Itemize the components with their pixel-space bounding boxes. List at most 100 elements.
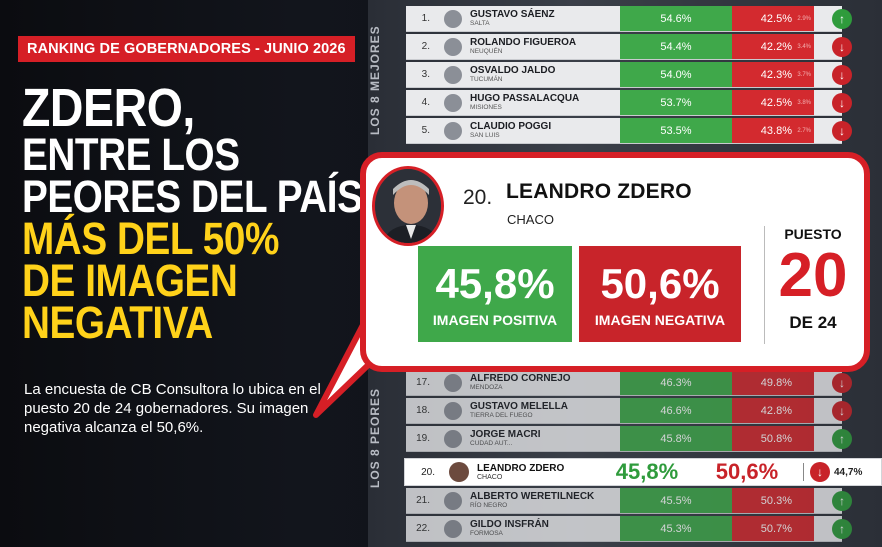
- positive-value: 45,8%: [435, 260, 555, 307]
- row-name-block: GILDO INSFRÁN FORMOSA: [470, 519, 620, 538]
- row-name-block: OSVALDO JALDO TUCUMÁN: [470, 65, 620, 84]
- row-province: SALTA: [470, 20, 490, 27]
- row-negative: 42.8%: [732, 398, 814, 423]
- positive-box: 45,8% IMAGEN POSITIVA: [418, 246, 572, 342]
- arrow-down-icon: ↓: [832, 64, 852, 85]
- table-row: 3. OSVALDO JALDO TUCUMÁN 54.0% 42.3% 3.7% ↓: [406, 62, 852, 88]
- row-name-block: GUSTAVO MELELLA TIERRA DEL FUEGO: [470, 401, 620, 420]
- row-negative-value: 50.7%: [760, 522, 792, 535]
- row-undecided: 3.8%: [797, 99, 811, 106]
- row-rank: 22.: [416, 523, 430, 534]
- row-province: TIERRA DEL FUEGO: [470, 412, 533, 419]
- row-name: GUSTAVO SÁENZ: [470, 9, 555, 20]
- row-negative-value: 42.5%: [760, 12, 792, 25]
- row-positive: 45.3%: [620, 516, 732, 541]
- arrow-down-icon: ↓: [832, 372, 852, 393]
- table-row: 4. HUGO PASSALACQUA MISIONES 53.7% 42.5% 3.8%…: [406, 90, 852, 116]
- row-negative: 49.8%: [732, 370, 814, 395]
- row-name-block: ALBERTO WERETILNECK RÍO NEGRO: [470, 491, 620, 510]
- row-province: MISIONES: [470, 104, 502, 111]
- row-positive: 46.3%: [620, 370, 732, 395]
- highlight-rank: 20.: [421, 466, 435, 478]
- row-name-block: ROLANDO FIGUEROA NEUQUÉN: [470, 37, 620, 56]
- bubble-rank: 20.: [463, 186, 493, 209]
- row-province: NEUQUÉN: [470, 48, 503, 55]
- row-avatar: [444, 9, 462, 28]
- row-positive: 45.5%: [620, 488, 732, 513]
- row-rank: 5.: [421, 125, 430, 136]
- negative-value: 50,6%: [600, 260, 720, 307]
- bubble-name: LEANDRO ZDERO: [506, 180, 692, 203]
- table-row: 21. ALBERTO WERETILNECK RÍO NEGRO 45.5% 50.3…: [406, 488, 852, 514]
- row-undecided: 3.7%: [797, 71, 811, 78]
- row-name-block: CLAUDIO POGGI SAN LUIS: [470, 121, 620, 140]
- table-row: 17. ALFREDO CORNEJO MENDOZA 46.3% 49.8% ↓: [406, 370, 852, 396]
- row-negative-value: 43.8%: [760, 124, 792, 137]
- headline-line-3: PEORES DEL PAÍS:: [22, 171, 375, 222]
- row-avatar: [444, 65, 462, 84]
- row-province: RÍO NEGRO: [470, 502, 508, 509]
- row-negative-value: 42.3%: [760, 68, 792, 81]
- row-positive: 46.6%: [620, 398, 732, 423]
- highlight-avatar: [449, 462, 469, 482]
- puesto-label: PUESTO: [784, 226, 842, 242]
- row-rank: 1.: [421, 13, 430, 24]
- row-avatar: [444, 519, 462, 538]
- row-negative: 43.8% 2.7%: [732, 118, 814, 143]
- puesto-divider: [764, 226, 765, 344]
- row-negative-value: 42.2%: [760, 40, 792, 53]
- row-avatar: [444, 93, 462, 112]
- row-negative-value: 50.8%: [760, 432, 792, 445]
- row-undecided: 2.7%: [797, 127, 811, 134]
- row-rank: 4.: [421, 97, 430, 108]
- row-name: OSVALDO JALDO: [470, 65, 556, 76]
- highlight-separator: [803, 463, 804, 481]
- arrow-down-icon: ↓: [832, 400, 852, 421]
- governor-photo: [372, 166, 444, 246]
- row-avatar: [444, 401, 462, 420]
- row-name-block: JORGE MACRI CUDAD AUT...: [470, 429, 620, 448]
- highlight-score: 44,7%: [834, 466, 863, 478]
- headline-line-6: NEGATIVA: [22, 297, 213, 348]
- row-rank: 21.: [416, 495, 430, 506]
- row-name: ALBERTO WERETILNECK: [470, 491, 595, 502]
- row-avatar: [444, 429, 462, 448]
- table-row: 2. ROLANDO FIGUEROA NEUQUÉN 54.4% 42.2% 3.4% ↓: [406, 34, 852, 60]
- table-row: 1. GUSTAVO SÁENZ SALTA 54.6% 42.5% 2.9% ↑: [406, 6, 852, 32]
- headline: ZDERO, ENTRE LOS PEORES DEL PAÍS: MÁS DE…: [22, 81, 375, 348]
- row-negative-value: 42.5%: [760, 96, 792, 109]
- row-positive: 53.7%: [620, 90, 732, 115]
- left-panel: [0, 0, 370, 547]
- puesto-value: 20: [778, 241, 848, 310]
- row-name: HUGO PASSALACQUA: [470, 93, 580, 104]
- row-negative: 50.8%: [732, 426, 814, 451]
- arrow-down-icon: ↓: [810, 462, 830, 482]
- row-avatar: [444, 121, 462, 140]
- row-name: GILDO INSFRÁN: [470, 519, 549, 530]
- row-avatar: [444, 37, 462, 56]
- best-label: LOS 8 MEJORES: [368, 25, 382, 135]
- row-negative: 42.5% 3.8%: [732, 90, 814, 115]
- highlight-name-block: LEANDRO ZDERO CHACO: [477, 463, 597, 482]
- row-negative: 42.5% 2.9%: [732, 6, 814, 31]
- negative-box: 50,6% IMAGEN NEGATIVA: [579, 246, 741, 342]
- row-rank: 2.: [421, 41, 430, 52]
- row-avatar: [444, 491, 462, 510]
- arrow-up-icon: ↑: [832, 490, 852, 511]
- row-name: ROLANDO FIGUEROA: [470, 37, 577, 48]
- row-name: GUSTAVO MELELLA: [470, 401, 568, 412]
- row-province: CUDAD AUT...: [470, 440, 513, 447]
- puesto-of: DE 24: [789, 313, 837, 332]
- table-row: 18. GUSTAVO MELELLA TIERRA DEL FUEGO 46.6% 4…: [406, 398, 852, 424]
- arrow-down-icon: ↓: [832, 36, 852, 57]
- table-row: 19. JORGE MACRI CUDAD AUT... 45.8% 50.8% ↑: [406, 426, 852, 452]
- table-row: 5. CLAUDIO POGGI SAN LUIS 53.5% 43.8% 2.7% ↓: [406, 118, 852, 144]
- row-positive: 54.6%: [620, 6, 732, 31]
- row-negative-value: 49.8%: [760, 376, 792, 389]
- row-province: MENDOZA: [470, 384, 503, 391]
- row-name: JORGE MACRI: [470, 429, 541, 440]
- arrow-up-icon: ↑: [832, 8, 852, 29]
- row-rank: 17.: [416, 377, 430, 388]
- table-row: 22. GILDO INSFRÁN FORMOSA 45.3% 50.7% ↑: [406, 516, 852, 542]
- row-positive: 54.4%: [620, 34, 732, 59]
